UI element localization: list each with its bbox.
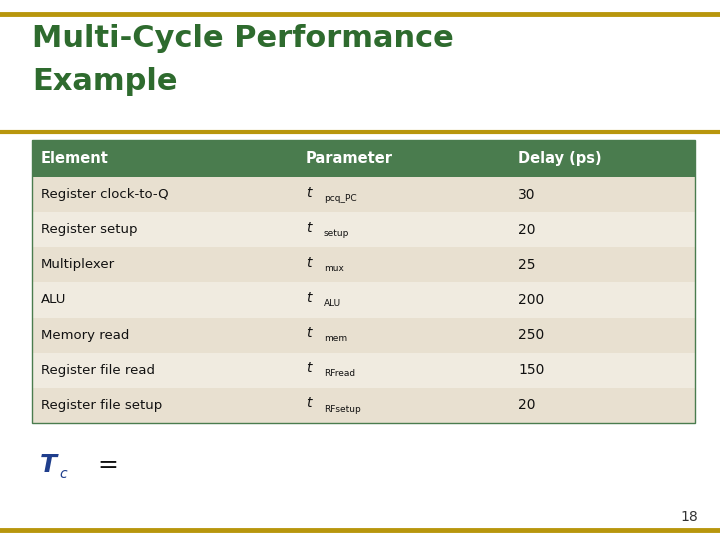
- FancyBboxPatch shape: [32, 282, 695, 318]
- Text: RFread: RFread: [324, 369, 355, 379]
- Text: c: c: [59, 467, 67, 481]
- FancyBboxPatch shape: [32, 353, 695, 388]
- Text: t: t: [306, 256, 312, 269]
- FancyBboxPatch shape: [32, 212, 695, 247]
- Text: Register file read: Register file read: [41, 363, 155, 377]
- Text: t: t: [306, 326, 312, 340]
- Text: mem: mem: [324, 334, 347, 343]
- Text: 150: 150: [518, 363, 544, 377]
- Text: 200: 200: [518, 293, 544, 307]
- Text: t: t: [306, 186, 312, 199]
- Text: Multiplexer: Multiplexer: [41, 258, 115, 272]
- Text: pcq_PC: pcq_PC: [324, 194, 356, 203]
- FancyBboxPatch shape: [32, 177, 695, 212]
- Text: setup: setup: [324, 229, 349, 238]
- Text: Parameter: Parameter: [306, 151, 393, 166]
- FancyBboxPatch shape: [32, 318, 695, 353]
- Text: Multi-Cycle Performance: Multi-Cycle Performance: [32, 24, 454, 53]
- FancyBboxPatch shape: [32, 140, 695, 177]
- Text: =: =: [97, 453, 118, 477]
- Text: Register clock-to-Q: Register clock-to-Q: [41, 188, 168, 201]
- Text: Element: Element: [41, 151, 109, 166]
- Text: t: t: [306, 221, 312, 234]
- Text: t: t: [306, 361, 312, 375]
- Text: ALU: ALU: [324, 299, 341, 308]
- Text: 20: 20: [518, 399, 536, 412]
- Text: 250: 250: [518, 328, 544, 342]
- FancyBboxPatch shape: [32, 388, 695, 423]
- Text: T: T: [40, 453, 57, 477]
- Text: RFsetup: RFsetup: [324, 404, 361, 414]
- Text: t: t: [306, 291, 312, 305]
- Text: 25: 25: [518, 258, 536, 272]
- Text: 20: 20: [518, 223, 536, 237]
- Text: 18: 18: [680, 510, 698, 524]
- Text: Memory read: Memory read: [41, 328, 130, 342]
- Text: ALU: ALU: [41, 293, 66, 307]
- Text: mux: mux: [324, 264, 344, 273]
- Text: 30: 30: [518, 188, 536, 201]
- Text: t: t: [306, 396, 312, 410]
- Text: Register setup: Register setup: [41, 223, 138, 237]
- Text: Register file setup: Register file setup: [41, 399, 162, 412]
- FancyBboxPatch shape: [32, 247, 695, 282]
- Text: Delay (ps): Delay (ps): [518, 151, 602, 166]
- Text: Example: Example: [32, 68, 178, 97]
